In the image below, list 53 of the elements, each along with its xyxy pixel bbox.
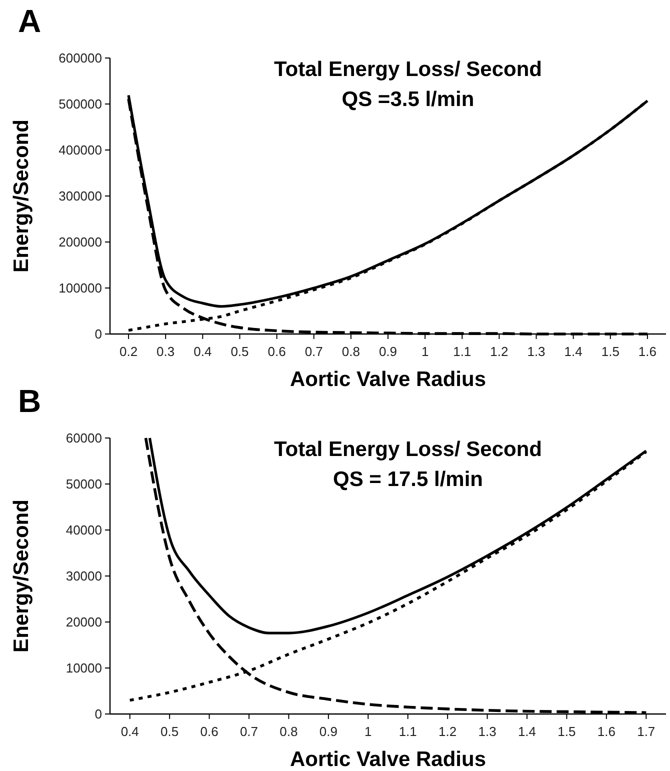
x-tick-label: 0.8 <box>342 344 360 359</box>
y-tick-label: 50000 <box>66 476 102 492</box>
x-tick-label: 1 <box>364 724 372 739</box>
y-tick-label: 100000 <box>58 280 102 296</box>
y-axis-title: Energy/Second <box>10 500 33 652</box>
x-tick-label: 1.5 <box>558 724 576 739</box>
x-tick-label: 0.4 <box>120 724 139 739</box>
x-tick-label: 1.1 <box>398 724 417 739</box>
y-axis-title: Energy/Second <box>10 120 33 272</box>
y-tick-label: 0 <box>94 706 102 722</box>
x-axis-title: Aortic Valve Radius <box>290 368 486 391</box>
x-tick-label: 0.8 <box>280 724 298 739</box>
x-tick-label: 1.4 <box>518 724 536 739</box>
x-tick-label: 0.5 <box>230 344 249 359</box>
y-tick-label: 400000 <box>58 142 102 158</box>
x-tick-label: 0.5 <box>160 724 179 739</box>
x-tick-label: 0.9 <box>378 344 398 359</box>
y-tick-label: 30000 <box>66 568 102 584</box>
x-tick-label: 1.2 <box>438 724 457 739</box>
x-tick-label: 0.9 <box>319 724 338 739</box>
x-tick-label: 0.3 <box>156 344 175 359</box>
text: B <box>18 383 42 419</box>
x-tick-label: 1.2 <box>490 344 508 359</box>
chart-title: Total Energy Loss/ Second <box>274 438 542 461</box>
x-tick-label: 1.6 <box>597 724 616 739</box>
x-tick-label: 1.3 <box>527 344 546 359</box>
x-tick-label: 1.5 <box>601 344 620 359</box>
x-axis-title: Aortic Valve Radius <box>290 748 486 771</box>
y-tick-label: 40000 <box>66 522 102 538</box>
text: QS = 17.5 l/min <box>333 468 483 491</box>
x-tick-label: 1.1 <box>453 344 472 359</box>
x-tick-label: 1.4 <box>564 344 582 359</box>
x-tick-label: 0.6 <box>200 724 218 739</box>
y-tick-label: 200000 <box>58 234 102 250</box>
text: QS =3.5 l/min <box>342 88 474 111</box>
y-tick-label: 10000 <box>66 660 102 676</box>
x-tick-label: 0.6 <box>268 344 286 359</box>
y-tick-label: 600000 <box>58 50 102 66</box>
y-tick-label: 20000 <box>66 614 102 630</box>
x-tick-label: 0.7 <box>240 724 258 739</box>
text: A <box>18 3 42 39</box>
x-tick-label: 0.7 <box>304 344 323 359</box>
y-tick-label: 0 <box>94 326 102 342</box>
chart-title: Total Energy Loss/ Second <box>274 58 542 81</box>
x-tick-label: 0.2 <box>119 344 138 359</box>
x-tick-label: 1.3 <box>478 724 496 739</box>
x-tick-label: 1.6 <box>638 344 657 359</box>
x-tick-label: 1.7 <box>637 724 656 739</box>
y-tick-label: 300000 <box>58 188 102 204</box>
x-tick-label: 0.4 <box>194 344 212 359</box>
y-tick-label: 60000 <box>66 430 102 446</box>
y-tick-label: 500000 <box>58 96 102 112</box>
x-tick-label: 1 <box>421 344 429 359</box>
